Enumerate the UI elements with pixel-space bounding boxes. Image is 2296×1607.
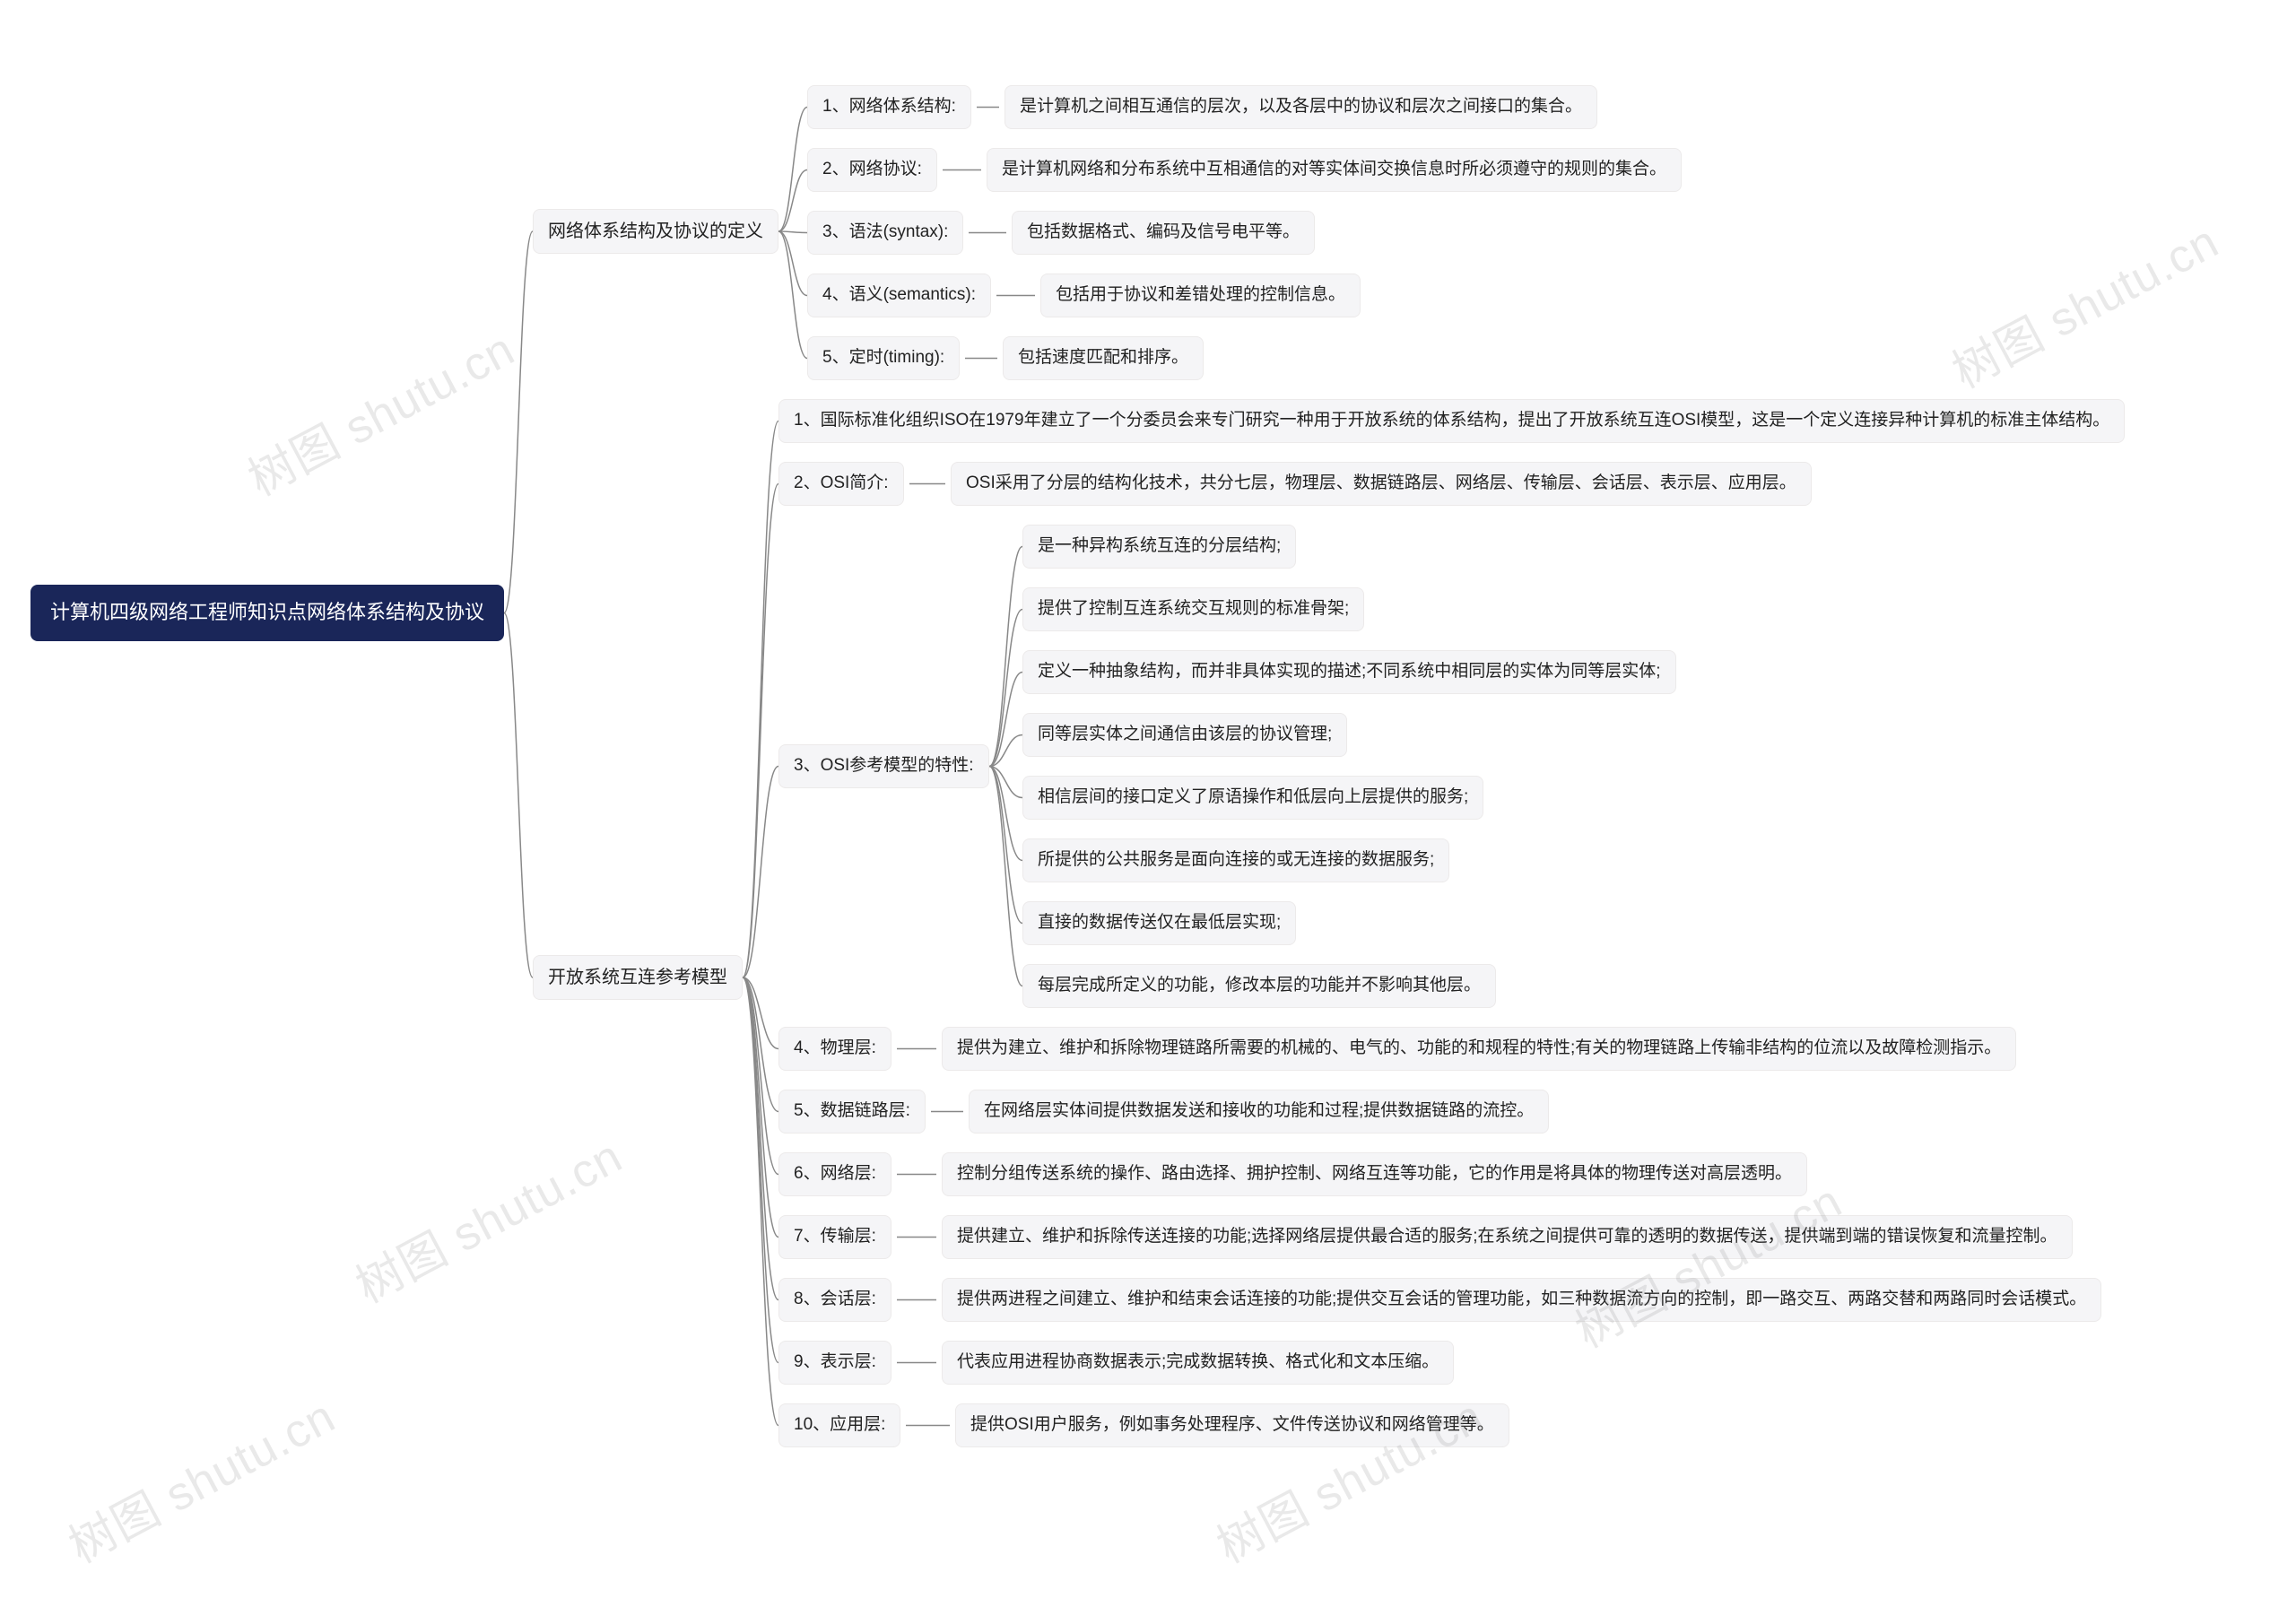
leaf-osi-3-4: 相信层间的接口定义了原语操作和低层向上层提供的服务; (1022, 776, 1483, 820)
leaf-osi-8: 8、会话层: (778, 1278, 891, 1322)
leaf-osi-4-desc: 提供为建立、维护和拆除物理链路所需要的机械的、电气的、功能的和规程的特性;有关的… (942, 1027, 2016, 1071)
leaf-osi-5: 5、数据链路层: (778, 1090, 926, 1134)
leaf-2-protocol-desc: 是计算机网络和分布系统中互相通信的对等实体间交换信息时所必须遵守的规则的集合。 (987, 148, 1682, 192)
leaf-5-timing-desc: 包括速度匹配和排序。 (1003, 336, 1204, 380)
leaf-5-timing: 5、定时(timing): (807, 336, 960, 380)
leaf-osi-6-desc: 控制分组传送系统的操作、路由选择、拥护控制、网络互连等功能，它的作用是将具体的物… (942, 1152, 1807, 1196)
branch-osi: 开放系统互连参考模型 (533, 955, 743, 1000)
watermark: 树图 shutu.cn (342, 1119, 631, 1316)
leaf-osi-2: 2、OSI简介: (778, 462, 904, 506)
branch-definition: 网络体系结构及协议的定义 (533, 209, 778, 254)
leaf-osi-3-2: 定义一种抽象结构，而并非具体实现的描述;不同系统中相同层的实体为同等层实体; (1022, 650, 1676, 694)
leaf-osi-9: 9、表示层: (778, 1341, 891, 1385)
leaf-3-syntax: 3、语法(syntax): (807, 211, 963, 255)
leaf-osi-3-6: 直接的数据传送仅在最低层实现; (1022, 901, 1296, 945)
leaf-osi-4: 4、物理层: (778, 1027, 891, 1071)
leaf-osi-6: 6、网络层: (778, 1152, 891, 1196)
leaf-4-semantics: 4、语义(semantics): (807, 274, 991, 317)
leaf-4-semantics-desc: 包括用于协议和差错处理的控制信息。 (1040, 274, 1361, 317)
leaf-osi-7: 7、传输层: (778, 1215, 891, 1259)
leaf-osi-3-7: 每层完成所定义的功能，修改本层的功能并不影响其他层。 (1022, 964, 1496, 1008)
leaf-osi-5-desc: 在网络层实体间提供数据发送和接收的功能和过程;提供数据链路的流控。 (969, 1090, 1549, 1134)
leaf-osi-3-5: 所提供的公共服务是面向连接的或无连接的数据服务; (1022, 838, 1449, 882)
leaf-2-protocol: 2、网络协议: (807, 148, 937, 192)
watermark: 树图 shutu.cn (1938, 204, 2228, 401)
leaf-osi-3-0: 是一种异构系统互连的分层结构; (1022, 525, 1296, 569)
leaf-osi-8-desc: 提供两进程之间建立、维护和结束会话连接的功能;提供交互会话的管理功能，如三种数据… (942, 1278, 2101, 1322)
leaf-3-syntax-desc: 包括数据格式、编码及信号电平等。 (1012, 211, 1315, 255)
leaf-osi-3: 3、OSI参考模型的特性: (778, 744, 989, 788)
leaf-osi-3-3: 同等层实体之间通信由该层的协议管理; (1022, 713, 1347, 757)
leaf-osi-3-1: 提供了控制互连系统交互规则的标准骨架; (1022, 587, 1364, 631)
leaf-osi-10-desc: 提供OSI用户服务，例如事务处理程序、文件传送协议和网络管理等。 (955, 1403, 1509, 1447)
leaf-osi-10: 10、应用层: (778, 1403, 900, 1447)
leaf-osi-2-desc: OSI采用了分层的结构化技术，共分七层，物理层、数据链路层、网络层、传输层、会话… (951, 462, 1812, 506)
leaf-osi-9-desc: 代表应用进程协商数据表示;完成数据转换、格式化和文本压缩。 (942, 1341, 1454, 1385)
leaf-osi-1: 1、国际标准化组织ISO在1979年建立了一个分委员会来专门研究一种用于开放系统… (778, 399, 2125, 443)
watermark: 树图 shutu.cn (234, 312, 524, 508)
leaf-osi-7-desc: 提供建立、维护和拆除传送连接的功能;选择网络层提供最合适的服务;在系统之间提供可… (942, 1215, 2073, 1259)
leaf-1-arch-desc: 是计算机之间相互通信的层次，以及各层中的协议和层次之间接口的集合。 (1004, 85, 1597, 129)
root-node: 计算机四级网络工程师知识点网络体系结构及协议 (30, 585, 504, 641)
watermark: 树图 shutu.cn (55, 1379, 344, 1576)
leaf-1-arch: 1、网络体系结构: (807, 85, 971, 129)
